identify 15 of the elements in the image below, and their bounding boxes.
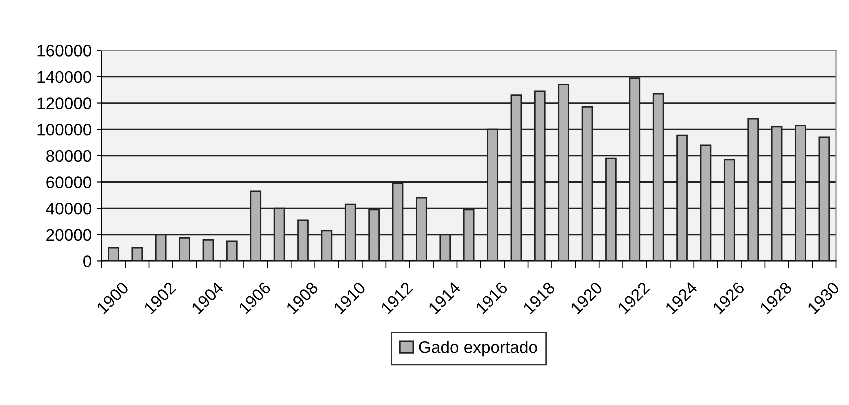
y-tick-label: 40000 bbox=[46, 202, 92, 215]
legend-label: Gado exportado bbox=[419, 341, 538, 357]
y-tick-label: 60000 bbox=[46, 176, 92, 188]
bar bbox=[226, 240, 238, 262]
bar bbox=[202, 239, 214, 262]
bar bbox=[108, 247, 120, 262]
y-tick-label: 140000 bbox=[38, 71, 92, 84]
y-tick-label: 100000 bbox=[38, 124, 92, 136]
bar bbox=[179, 237, 190, 262]
y-tick-label: 120000 bbox=[38, 98, 92, 110]
y-tick-label: 20000 bbox=[46, 229, 92, 242]
y-tick-label: 160000 bbox=[38, 45, 92, 57]
y-tick-label: 0 bbox=[84, 256, 92, 268]
y-tick-label: 80000 bbox=[46, 150, 92, 162]
bar bbox=[132, 247, 144, 262]
